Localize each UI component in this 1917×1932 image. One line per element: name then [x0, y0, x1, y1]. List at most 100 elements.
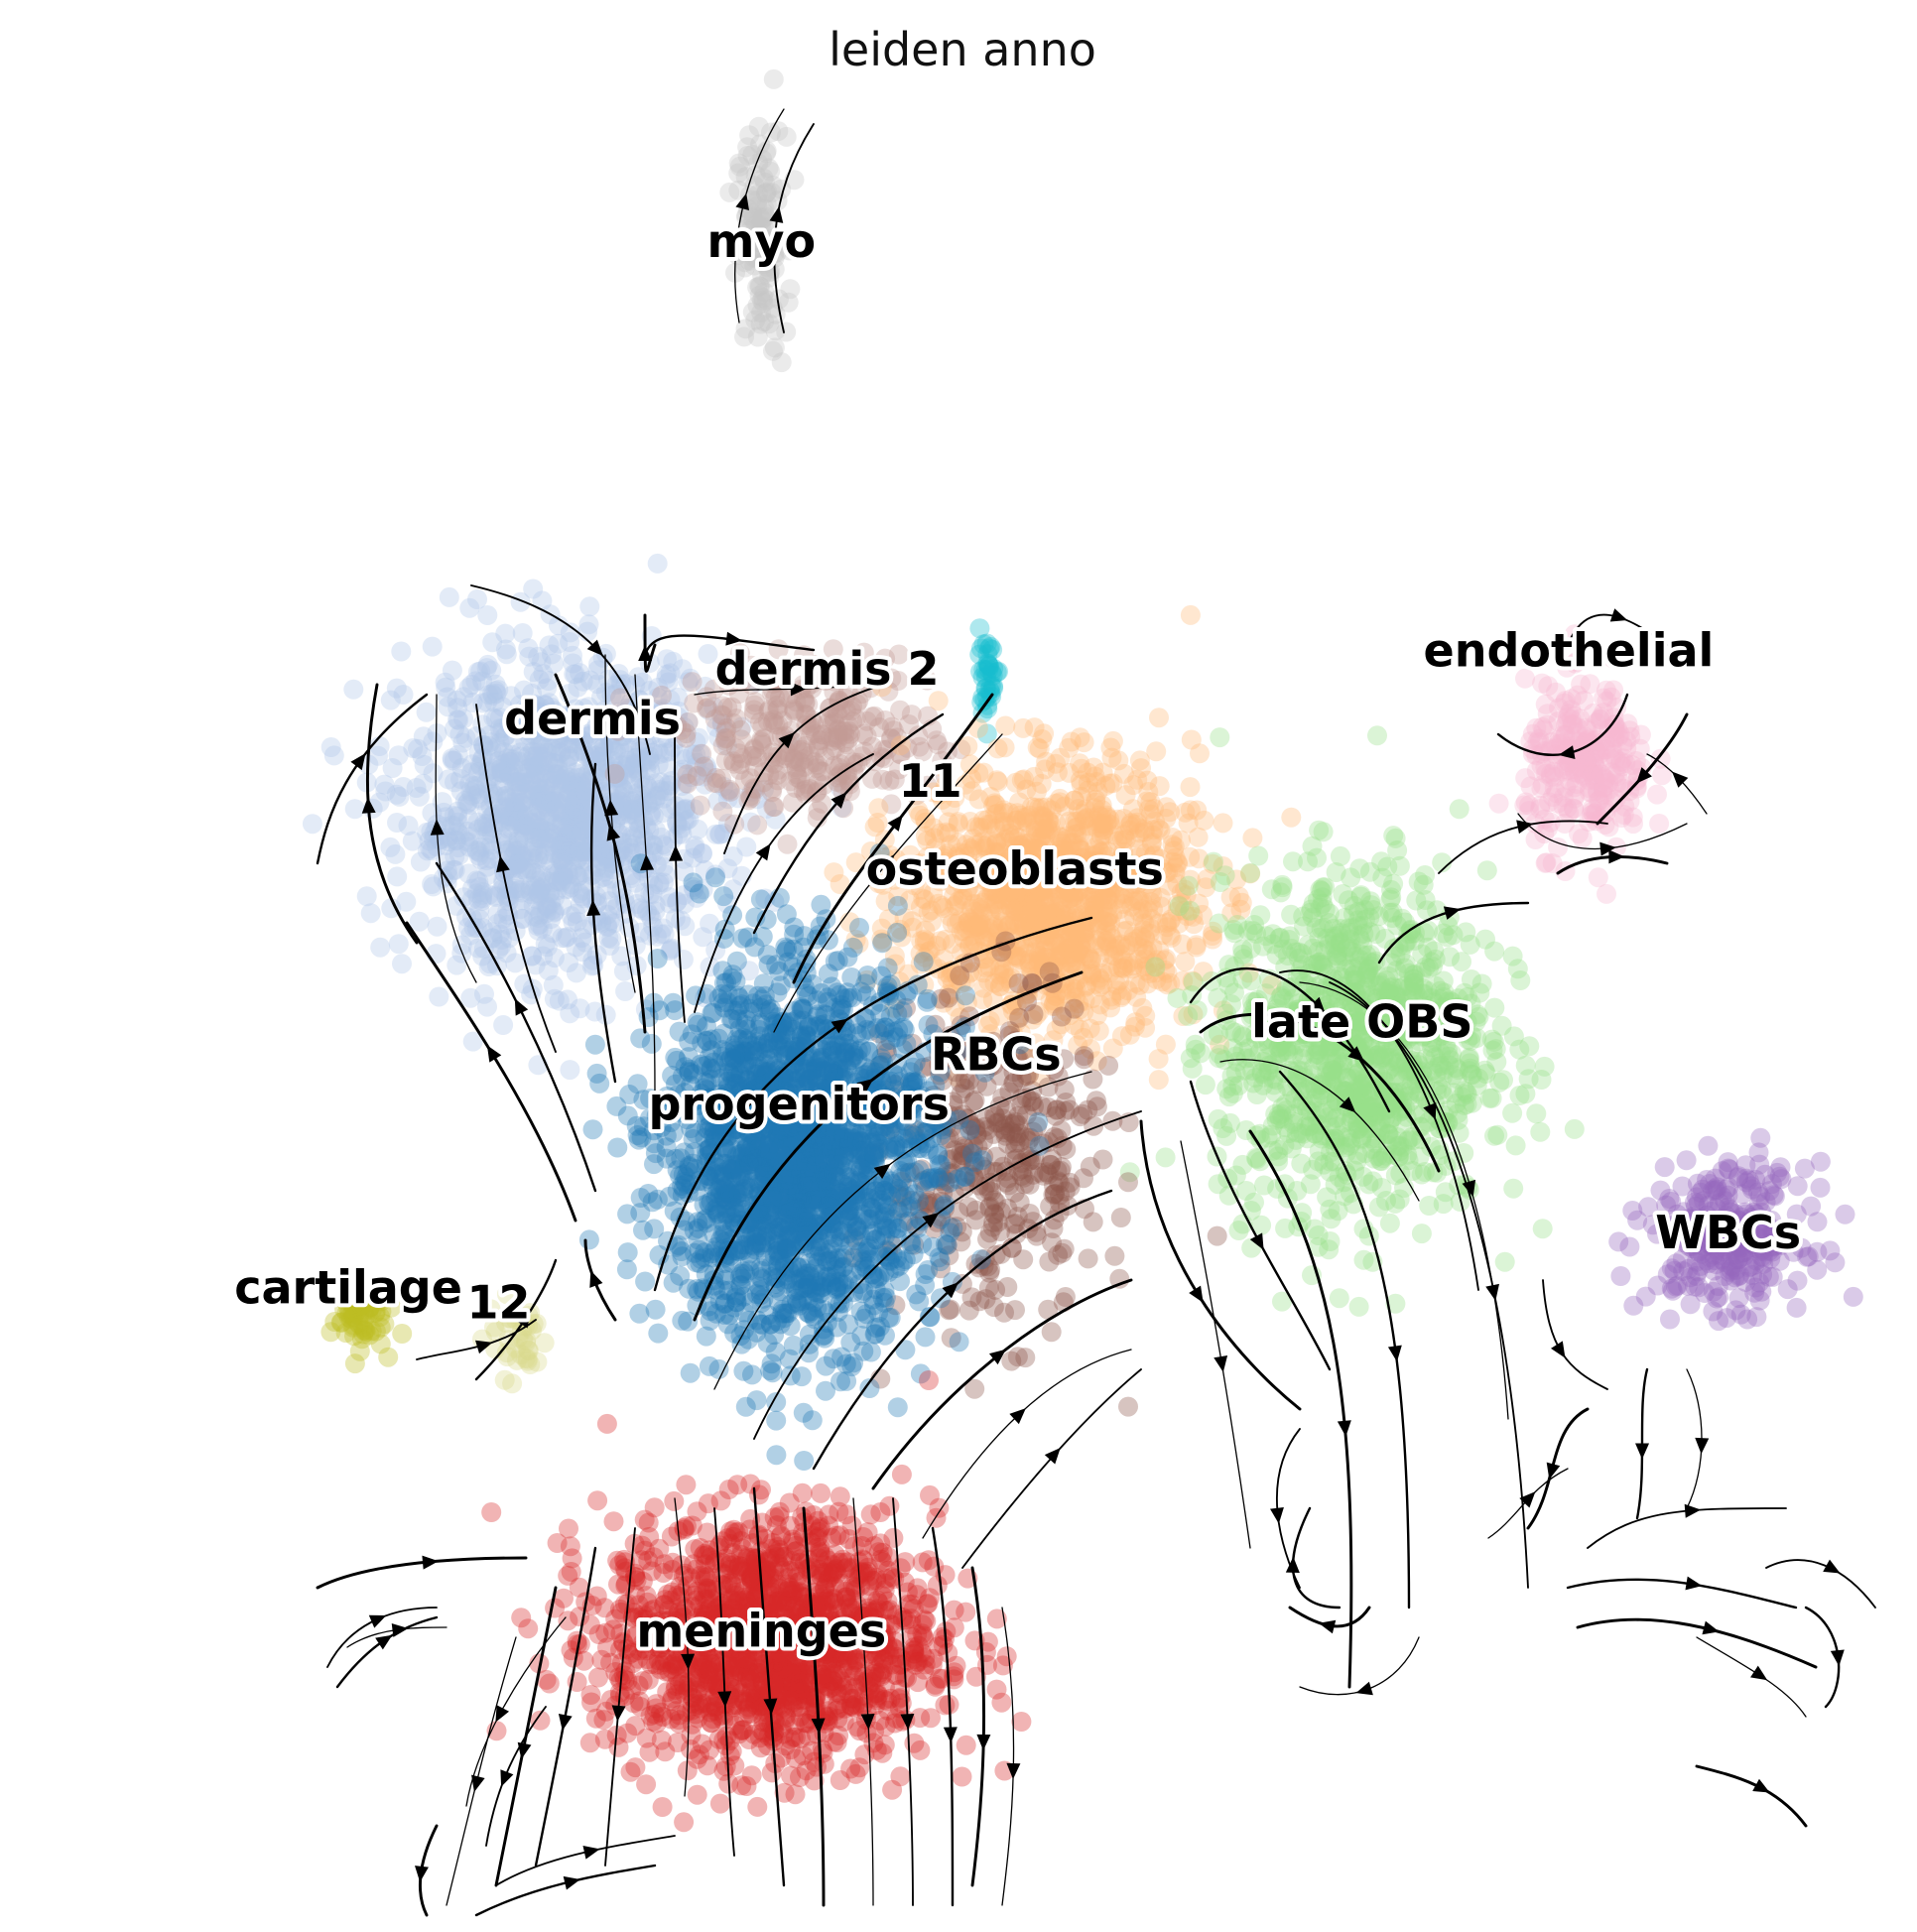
point	[487, 904, 508, 925]
point	[1036, 904, 1057, 925]
point	[776, 126, 797, 147]
point	[728, 163, 749, 184]
point	[513, 909, 533, 929]
point	[1689, 1277, 1710, 1298]
point	[1209, 913, 1229, 934]
point	[495, 623, 516, 644]
point	[579, 596, 600, 617]
point	[1786, 1297, 1807, 1318]
point	[539, 693, 560, 713]
point	[566, 963, 586, 983]
point	[1222, 1076, 1243, 1096]
point	[750, 240, 771, 261]
point	[396, 891, 417, 912]
point	[448, 844, 469, 865]
point	[735, 319, 756, 339]
point	[508, 802, 529, 823]
point	[544, 701, 565, 721]
point	[750, 207, 770, 227]
point	[756, 194, 777, 214]
point	[640, 883, 661, 904]
point	[742, 302, 763, 322]
point	[375, 781, 396, 802]
point	[752, 239, 773, 260]
point	[1676, 1150, 1697, 1171]
cluster-points-dermis	[302, 553, 852, 1081]
point	[482, 759, 503, 780]
point	[1155, 1147, 1176, 1168]
point	[1565, 785, 1586, 806]
point	[747, 295, 768, 316]
point	[685, 838, 705, 859]
point	[559, 726, 579, 747]
point	[552, 811, 573, 832]
point	[807, 758, 828, 779]
point	[518, 719, 539, 740]
point	[1843, 1286, 1863, 1307]
point	[586, 826, 606, 846]
point	[747, 222, 768, 243]
point	[1489, 1072, 1510, 1093]
point	[977, 927, 998, 948]
point	[1409, 1146, 1430, 1167]
point	[526, 702, 546, 722]
point	[571, 805, 591, 825]
point	[1367, 975, 1388, 996]
point	[529, 914, 550, 935]
point	[1503, 1178, 1524, 1199]
point	[537, 742, 558, 763]
point	[398, 815, 419, 836]
point	[867, 813, 888, 833]
point	[556, 765, 576, 786]
point	[1281, 904, 1302, 925]
point	[1353, 1249, 1374, 1270]
point	[446, 831, 466, 851]
point	[972, 989, 993, 1010]
point	[1371, 1178, 1392, 1198]
point	[750, 314, 771, 334]
point	[690, 795, 710, 816]
point	[890, 700, 911, 720]
point	[1379, 1213, 1400, 1233]
point	[765, 321, 786, 341]
point	[1236, 1181, 1256, 1201]
point	[779, 240, 800, 261]
point	[566, 811, 586, 832]
point	[750, 134, 770, 155]
point	[753, 288, 774, 309]
point	[1649, 814, 1670, 834]
point	[541, 893, 562, 914]
point	[1132, 997, 1153, 1018]
point	[1348, 1296, 1369, 1317]
point	[1311, 918, 1332, 939]
point	[1647, 784, 1667, 805]
point	[500, 715, 521, 736]
point	[1084, 896, 1104, 917]
point	[754, 312, 775, 332]
point	[593, 844, 614, 865]
point	[753, 231, 773, 252]
point	[491, 936, 511, 957]
point	[1494, 1251, 1515, 1272]
point	[489, 775, 510, 796]
point	[566, 827, 586, 847]
point	[596, 848, 617, 869]
point	[528, 920, 549, 941]
point	[471, 891, 492, 911]
point	[471, 790, 491, 811]
point	[767, 191, 788, 211]
point	[1509, 1039, 1530, 1060]
point	[392, 954, 412, 974]
point	[665, 908, 686, 929]
point	[1484, 1125, 1504, 1146]
point	[468, 845, 489, 866]
point	[1341, 867, 1361, 888]
point	[1587, 712, 1606, 733]
point	[1210, 727, 1230, 748]
point	[564, 798, 584, 819]
point	[1794, 1158, 1815, 1179]
point	[1061, 917, 1082, 938]
point	[676, 773, 697, 794]
point	[606, 879, 627, 900]
point	[754, 198, 775, 219]
